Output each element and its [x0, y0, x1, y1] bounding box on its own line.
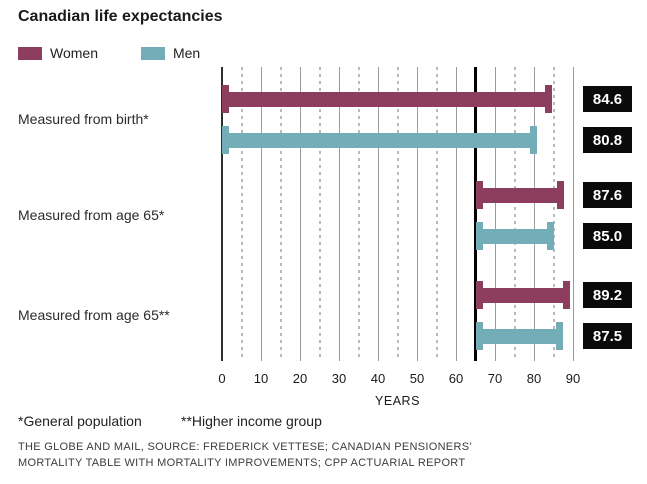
legend-swatch-women-icon	[18, 46, 42, 60]
gridline-major-80	[533, 67, 535, 361]
gridline-minor-45	[396, 67, 399, 361]
bar-start-cap-women-group3	[475, 281, 483, 309]
bar-women-group1	[222, 91, 552, 107]
gridline-minor-75	[513, 67, 516, 361]
legend-swatch-men-icon	[140, 46, 165, 60]
x-tick-label-40: 40	[370, 371, 386, 386]
value-label-women-group2: 87.6	[583, 182, 632, 208]
x-tick-label-90: 90	[565, 371, 581, 386]
bar-start-cap-men-group2	[475, 222, 483, 250]
gridline-major-60	[455, 67, 457, 361]
footnote-higher-income-group: **Higher income group	[181, 413, 322, 429]
bar-start-cap-men-group1	[222, 126, 229, 154]
value-label-men-group1: 80.8	[583, 127, 632, 153]
page-title: Canadian life expectancies	[18, 8, 223, 25]
x-tick-label-30: 30	[331, 371, 347, 386]
x-tick-label-20: 20	[292, 371, 308, 386]
gridline-major-70	[494, 67, 496, 361]
x-tick-label-60: 60	[448, 371, 464, 386]
bar-men-group1	[222, 132, 538, 148]
x-tick-label-70: 70	[487, 371, 503, 386]
legend: Women Men	[18, 45, 200, 61]
bar-start-cap-women-group1	[222, 85, 229, 113]
bar-end-cap-men-group2	[546, 222, 554, 250]
legend-label-men: Men	[172, 45, 201, 61]
legend-label-women: Women	[50, 45, 98, 61]
value-label-women-group1: 84.6	[583, 86, 632, 112]
bar-end-cap-women-group3	[562, 281, 570, 309]
gridline-minor-35	[357, 67, 360, 361]
source-line-2: MORTALITY TABLE WITH MORTALITY IMPROVEME…	[18, 456, 466, 469]
bar-end-cap-men-group3	[556, 322, 564, 350]
footnote-general-population: *General population	[18, 413, 142, 429]
gridline-major-10	[260, 67, 262, 361]
x-axis-label: YEARS	[375, 394, 420, 408]
reference-line-65	[474, 67, 477, 361]
bar-women-group2	[475, 187, 564, 203]
x-tick-label-10: 10	[253, 371, 269, 386]
value-label-men-group2: 85.0	[583, 223, 632, 249]
value-label-women-group3: 89.2	[583, 282, 632, 308]
gridline-major-40	[377, 67, 379, 361]
category-label-3: Measured from age 65**	[18, 306, 170, 323]
x-tick-label-50: 50	[409, 371, 425, 386]
source-line-1: THE GLOBE AND MAIL, SOURCE: FREDERICK VE…	[18, 441, 473, 453]
bar-women-group3	[475, 287, 570, 303]
bar-men-group2	[475, 228, 554, 244]
gridline-major-50	[416, 67, 418, 361]
gridline-minor-25	[318, 67, 321, 361]
gridline-major-30	[338, 67, 340, 361]
gridline-minor-55	[435, 67, 438, 361]
y-axis-line	[221, 67, 223, 361]
gridline-major-90	[572, 67, 574, 361]
category-label-1: Measured from birth*	[18, 110, 149, 127]
gridline-minor-5	[240, 67, 243, 361]
category-label-2: Measured from age 65*	[18, 206, 165, 223]
x-tick-label-80: 80	[526, 371, 542, 386]
gridline-minor-15	[279, 67, 282, 361]
x-tick-label-0: 0	[218, 371, 226, 386]
bar-start-cap-women-group2	[475, 181, 483, 209]
bar-men-group3	[475, 328, 564, 344]
value-label-men-group3: 87.5	[583, 323, 632, 349]
gridline-minor-85	[552, 67, 555, 361]
bar-end-cap-women-group2	[556, 181, 564, 209]
bar-start-cap-men-group3	[475, 322, 483, 350]
bar-end-cap-men-group1	[530, 126, 538, 154]
bar-end-cap-women-group1	[544, 85, 552, 113]
legend-item-men: Men	[140, 45, 201, 61]
gridline-major-20	[299, 67, 301, 361]
legend-item-women: Women	[18, 45, 98, 61]
source-text: THE GLOBE AND MAIL, SOURCE: FREDERICK VE…	[18, 440, 472, 471]
